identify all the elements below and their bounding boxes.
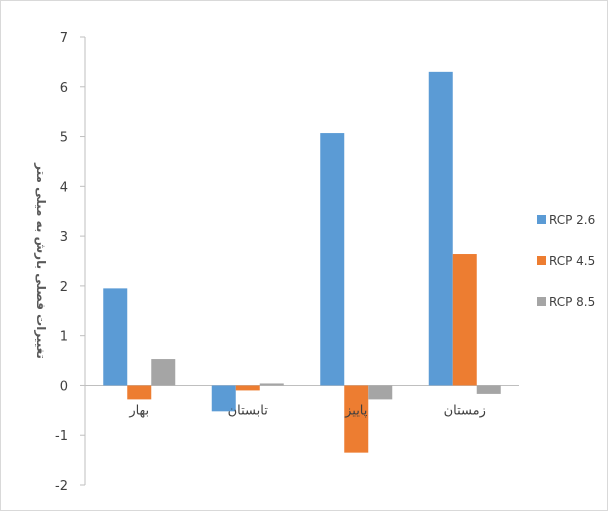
legend-label: RCP 4.5 <box>549 254 595 268</box>
bar <box>127 385 152 400</box>
bar <box>235 385 260 391</box>
bar <box>344 385 369 453</box>
y-tick-label: 0 <box>60 379 68 394</box>
bar <box>211 385 236 412</box>
bar <box>428 71 453 386</box>
y-tick-label: 5 <box>60 131 68 146</box>
y-axis-label: تغییرات فصلی بارش به میلی متر <box>34 162 48 359</box>
bar <box>476 385 501 394</box>
y-tick-label: -2 <box>55 479 68 494</box>
bar <box>259 383 284 386</box>
legend-swatch <box>537 256 546 265</box>
y-tick-label: 3 <box>60 230 68 245</box>
y-tick-label: 2 <box>60 280 68 295</box>
y-tick-label: 6 <box>60 81 68 96</box>
x-category-label: زمستان <box>444 403 486 418</box>
bar <box>151 359 176 386</box>
legend-swatch <box>537 215 546 224</box>
legend-label: RCP 8.5 <box>549 295 595 309</box>
y-tick-label: 4 <box>60 180 68 195</box>
legend: RCP 2.6 RCP 4.5 RCP 8.5 <box>537 213 595 309</box>
x-category-label: تابستان <box>228 403 269 418</box>
y-tick-label: 1 <box>60 330 68 345</box>
legend-swatch <box>537 297 546 306</box>
x-category-label: بهار <box>128 403 149 418</box>
bar <box>452 254 477 386</box>
y-tick-label: -1 <box>55 429 68 444</box>
bar <box>320 133 345 386</box>
bar <box>368 385 393 400</box>
legend-label: RCP 2.6 <box>549 213 595 227</box>
bar <box>103 288 128 386</box>
x-category-label: پاییز <box>344 403 368 418</box>
y-tick-label: 7 <box>60 31 68 46</box>
